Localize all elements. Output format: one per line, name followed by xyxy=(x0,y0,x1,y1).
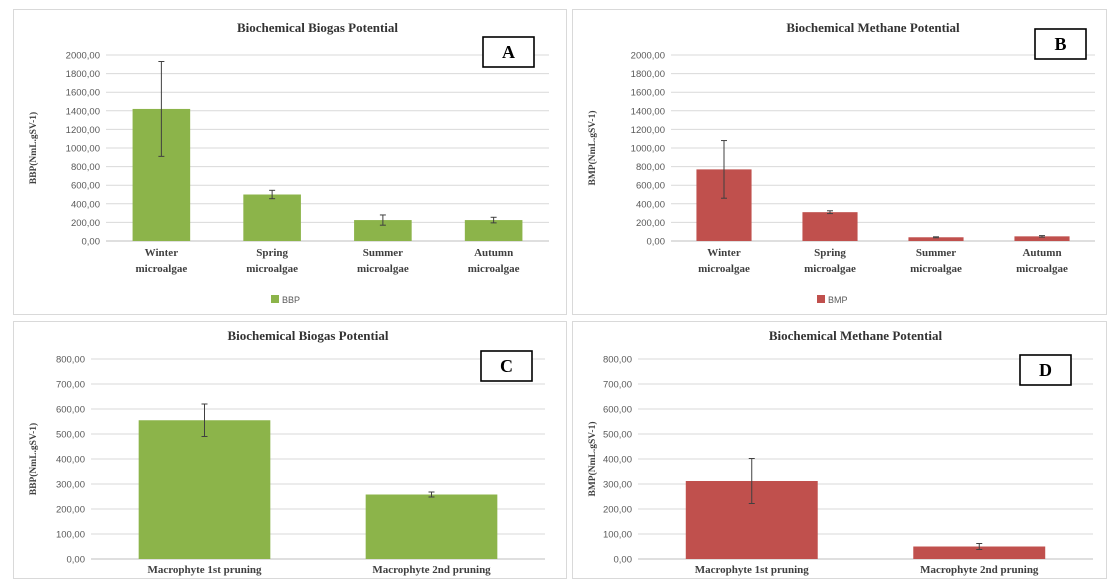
y-tick-label: 800,00 xyxy=(603,355,632,366)
panel-letter: D xyxy=(1039,360,1052,380)
y-tick-label: 0,00 xyxy=(647,237,666,248)
y-tick-label: 1800,00 xyxy=(631,69,665,80)
x-category-label: Summer xyxy=(363,247,403,259)
y-tick-label: 200,00 xyxy=(636,218,665,229)
bar xyxy=(913,546,1046,559)
x-category-label: Winter xyxy=(707,247,741,259)
bar xyxy=(1014,236,1070,241)
bar xyxy=(802,212,858,241)
chart-svg-d: Biochemical Methane Potential 0,00 100,00 2… xyxy=(587,328,1093,576)
y-tick-label: 600,00 xyxy=(603,405,632,416)
y-tick-label: 0,00 xyxy=(614,555,633,566)
y-tick-label: 600,00 xyxy=(636,181,665,192)
y-tick-label: 600,00 xyxy=(71,181,100,192)
chart-panel-d: Biochemical Methane Potential 0,00 100,00 2… xyxy=(572,321,1107,579)
y-tick-label: 200,00 xyxy=(71,218,100,229)
y-tick-label: 700,00 xyxy=(603,380,632,391)
x-category-label: Winter xyxy=(145,247,179,259)
bar xyxy=(908,237,964,241)
bar xyxy=(464,220,523,241)
y-tick-label: 400,00 xyxy=(603,455,632,466)
y-tick-label: 300,00 xyxy=(603,480,632,491)
y-axis-label: BBP(NmL.gSV-1) xyxy=(28,423,39,495)
panel-letter-box xyxy=(1034,28,1087,60)
panel-letter-box xyxy=(1019,354,1072,386)
y-tick-label: 500,00 xyxy=(56,430,85,441)
y-tick-label: 100,00 xyxy=(603,530,632,541)
y-tick-label: 700,00 xyxy=(56,380,85,391)
chart-title: Biochemical Biogas Potential xyxy=(227,328,388,343)
x-category-label: Macrophyte 2nd pruning xyxy=(920,564,1039,576)
y-tick-label: 2000,00 xyxy=(631,51,665,62)
panel-letter-box xyxy=(482,36,535,68)
y-tick-label: 2000,00 xyxy=(66,51,100,62)
y-tick-label: 200,00 xyxy=(56,505,85,516)
y-tick-label: 800,00 xyxy=(56,355,85,366)
legend-swatch xyxy=(817,295,825,303)
bar xyxy=(354,220,412,241)
chart-panel-c: Biochemical Biogas Potential 0,00 100,00 20… xyxy=(13,321,567,579)
x-category-label: Summer xyxy=(916,247,956,259)
chart-svg-c: Biochemical Biogas Potential 0,00 100,00 20… xyxy=(28,328,545,576)
panel-letter: A xyxy=(502,42,515,62)
chart-title: Biochemical Methane Potential xyxy=(786,20,960,35)
panel-letter-box xyxy=(480,350,533,382)
y-axis-label: BMP(NmL.gSV-1) xyxy=(587,110,598,185)
chart-panel-a: Biochemical Biogas Potential 0,00 200,00 40… xyxy=(13,9,567,315)
bar xyxy=(243,194,301,241)
y-tick-label: 100,00 xyxy=(56,530,85,541)
y-tick-label: 400,00 xyxy=(636,199,665,210)
y-axis-label: BBP(NmL.gSV-1) xyxy=(28,112,39,184)
y-tick-label: 500,00 xyxy=(603,430,632,441)
x-category-label: microalgae xyxy=(910,263,962,275)
bar xyxy=(365,494,498,559)
y-tick-label: 1800,00 xyxy=(66,69,100,80)
x-category-label: microalgae xyxy=(698,263,750,275)
x-category-label: microalgae xyxy=(357,263,409,275)
panel-letter: C xyxy=(500,356,513,376)
x-category-label: Spring xyxy=(814,247,846,259)
y-tick-label: 800,00 xyxy=(71,162,100,173)
y-tick-label: 1400,00 xyxy=(631,106,665,117)
x-category-label: microalgae xyxy=(246,263,298,275)
x-category-label: microalgae xyxy=(804,263,856,275)
y-tick-label: 1200,00 xyxy=(631,125,665,136)
legend-swatch xyxy=(271,295,279,303)
x-category-label: Autumn xyxy=(1022,247,1061,259)
x-category-label: microalgae xyxy=(468,263,520,275)
x-category-label: Macrophyte 1st pruning xyxy=(695,564,810,576)
y-tick-label: 400,00 xyxy=(71,199,100,210)
x-category-label: Autumn xyxy=(474,247,513,259)
y-tick-label: 1600,00 xyxy=(631,88,665,99)
chart-title: Biochemical Biogas Potential xyxy=(237,20,398,35)
x-category-label: Spring xyxy=(256,247,288,259)
x-category-label: microalgae xyxy=(1016,263,1068,275)
y-tick-label: 0,00 xyxy=(67,555,86,566)
x-category-label: Macrophyte 2nd pruning xyxy=(372,564,491,576)
y-tick-label: 1000,00 xyxy=(631,144,665,155)
y-axis-label: BMP(NmL.gSV-1) xyxy=(587,421,598,496)
panel-letter: B xyxy=(1054,34,1066,54)
legend-label: BBP xyxy=(282,295,300,305)
y-tick-label: 1400,00 xyxy=(66,106,100,117)
y-tick-label: 800,00 xyxy=(636,162,665,173)
x-category-label: microalgae xyxy=(136,263,188,275)
y-tick-label: 0,00 xyxy=(82,237,101,248)
chart-svg-a: Biochemical Biogas Potential 0,00 200,00 40… xyxy=(28,20,549,305)
chart-svg-b: Biochemical Methane Potential 0,00 200,00 4… xyxy=(587,20,1095,305)
bar xyxy=(138,420,271,559)
chart-title: Biochemical Methane Potential xyxy=(769,328,943,343)
y-tick-label: 1000,00 xyxy=(66,144,100,155)
y-tick-label: 400,00 xyxy=(56,455,85,466)
y-tick-label: 1200,00 xyxy=(66,125,100,136)
chart-panel-b: Biochemical Methane Potential 0,00 200,00 4… xyxy=(572,9,1107,315)
y-tick-label: 1600,00 xyxy=(66,88,100,99)
y-tick-label: 300,00 xyxy=(56,480,85,491)
y-tick-label: 600,00 xyxy=(56,405,85,416)
legend-label: BMP xyxy=(828,295,848,305)
x-category-label: Macrophyte 1st pruning xyxy=(147,564,262,576)
y-tick-label: 200,00 xyxy=(603,505,632,516)
